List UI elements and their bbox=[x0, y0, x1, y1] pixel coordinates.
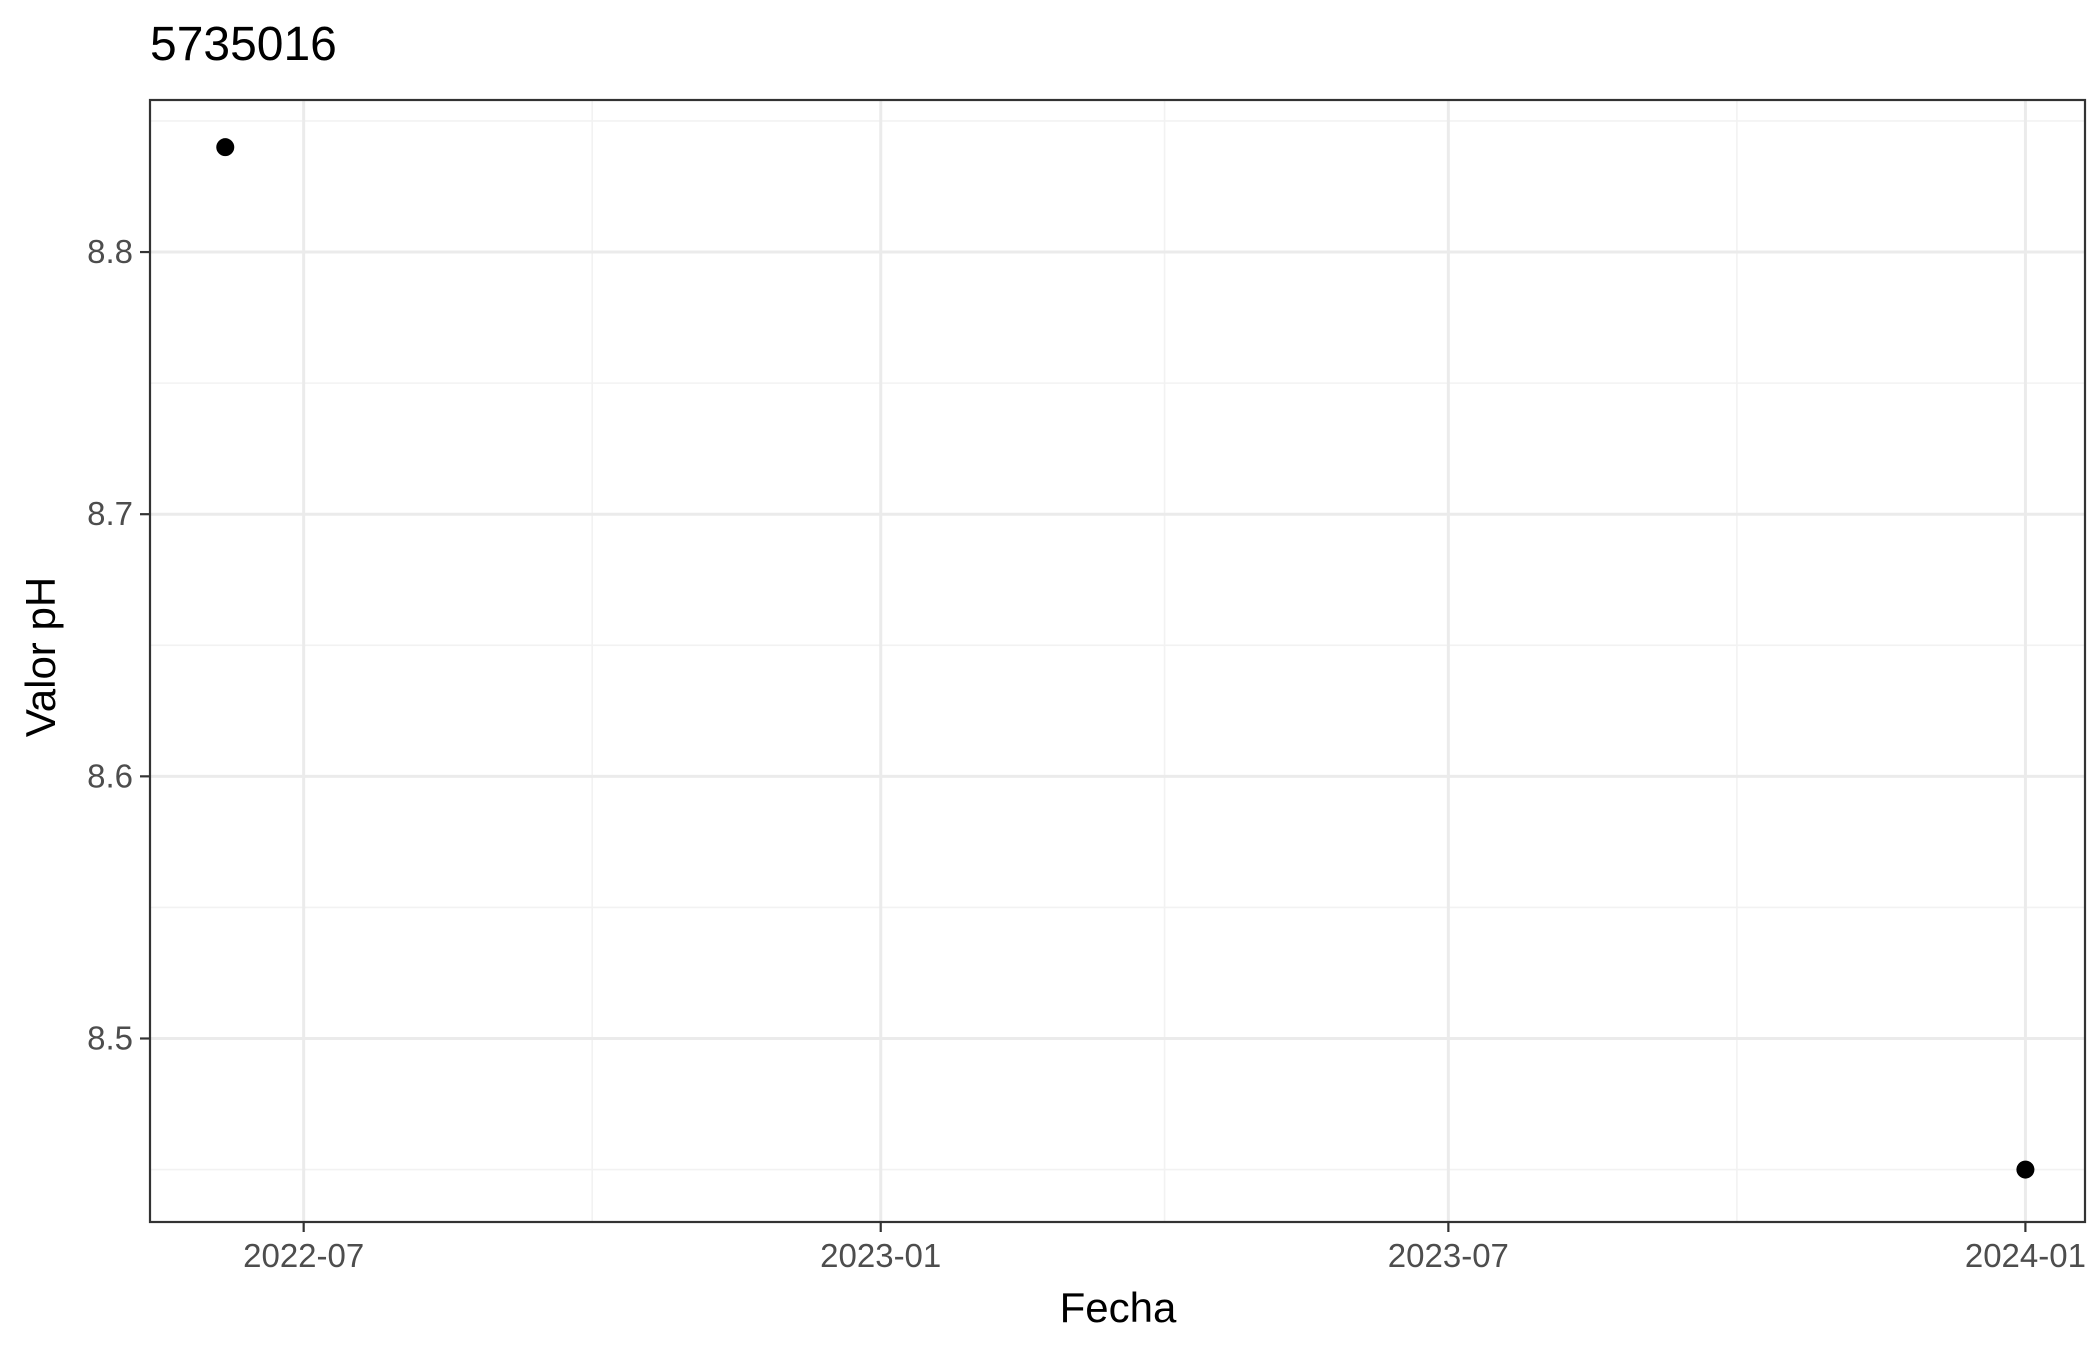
y-tick-label: 8.5 bbox=[87, 1019, 133, 1056]
chart-title: 5735016 bbox=[150, 18, 337, 71]
x-tick-label: 2022-07 bbox=[243, 1237, 364, 1274]
y-tick-label: 8.8 bbox=[87, 233, 133, 270]
data-point bbox=[2016, 1160, 2035, 1179]
y-axis: 8.5 8.6 8.7 8.8 bbox=[87, 233, 150, 1056]
data-point bbox=[216, 138, 235, 157]
x-tick-label: 2024-01 bbox=[1965, 1237, 2086, 1274]
y-tick-label: 8.7 bbox=[87, 495, 133, 532]
grid bbox=[150, 100, 2085, 1222]
x-axis-title: Fecha bbox=[1060, 1284, 1177, 1331]
x-axis: 2022-07 2023-01 2023-07 2024-01 bbox=[243, 1222, 2086, 1274]
panel-border bbox=[148, 98, 2087, 1224]
x-tick-label: 2023-07 bbox=[1388, 1237, 1509, 1274]
x-tick-label: 2023-01 bbox=[820, 1237, 941, 1274]
y-axis-title: Valor pH bbox=[17, 577, 64, 737]
y-tick-label: 8.6 bbox=[87, 757, 133, 794]
data-points bbox=[216, 138, 2035, 1179]
